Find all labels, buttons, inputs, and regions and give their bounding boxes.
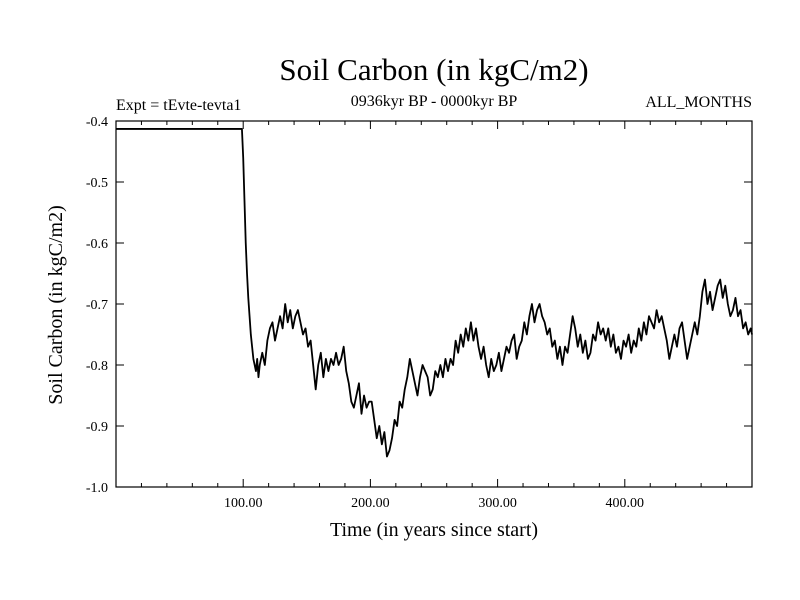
months-subtitle: ALL_MONTHS <box>645 94 752 111</box>
x-axis-label: Time (in years since start) <box>330 519 538 541</box>
y-axis-ticks: -0.4 -0.5 -0.6 -0.7 -0.8 -0.9 -1.0 <box>86 115 752 496</box>
y-tick-label: -1.0 <box>86 481 108 496</box>
time-range-subtitle: 0936kyr BP - 0000kyr BP <box>351 93 518 110</box>
y-tick-label: -0.8 <box>86 359 108 374</box>
y-tick-label: -0.6 <box>86 237 108 252</box>
soil-carbon-series-line <box>116 128 753 458</box>
experiment-subtitle: Expt = tEvte-tevta1 <box>116 97 241 114</box>
y-tick-label: -0.5 <box>86 176 108 191</box>
x-axis-ticks: 100.00 200.00 300.00 400.00 <box>140 121 728 511</box>
x-tick-label: 400.00 <box>606 496 645 511</box>
y-tick-label: -0.7 <box>86 298 108 313</box>
x-tick-label: 200.00 <box>351 496 390 511</box>
plot-frame <box>115 120 753 488</box>
y-tick-label: -0.4 <box>86 115 108 130</box>
y-axis-label: Soil Carbon (in kgC/m2) <box>45 205 67 404</box>
chart-title: Soil Carbon (in kgC/m2) <box>279 52 588 87</box>
y-tick-label: -0.9 <box>86 420 108 435</box>
x-tick-label: 300.00 <box>478 496 517 511</box>
x-tick-label: 100.00 <box>224 496 263 511</box>
